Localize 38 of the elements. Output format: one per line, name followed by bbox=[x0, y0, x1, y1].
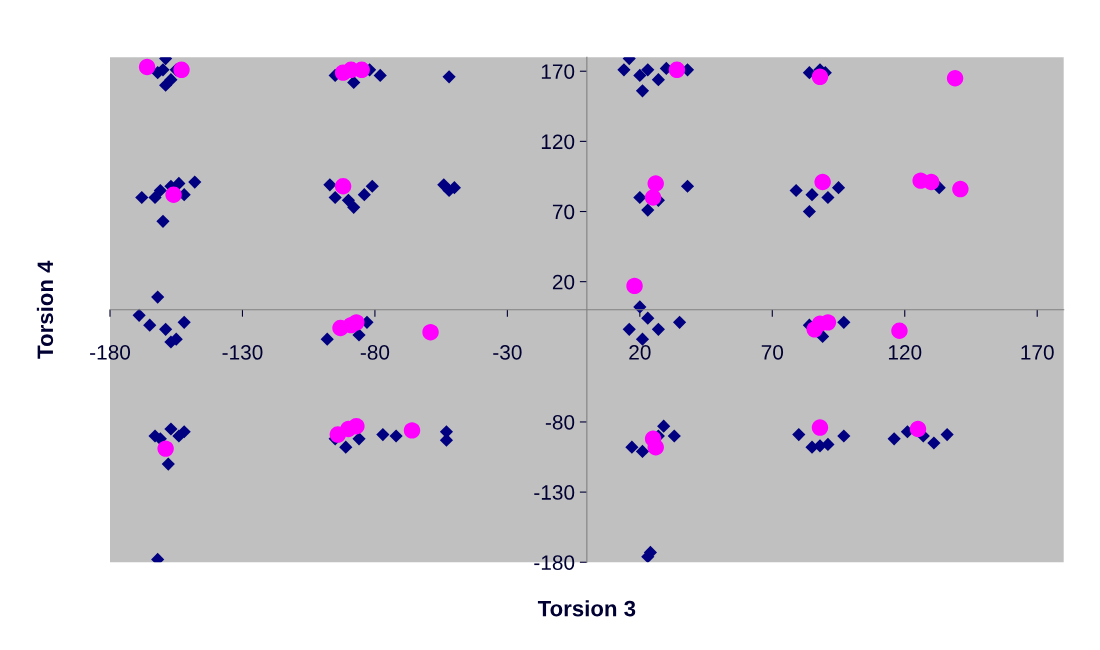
point bbox=[811, 419, 829, 436]
x-tick-label: 20 bbox=[629, 345, 651, 360]
point bbox=[952, 180, 969, 198]
point bbox=[165, 186, 182, 203]
y-tick-label: 170 bbox=[541, 64, 575, 79]
point bbox=[173, 61, 190, 79]
y-tick-label: 120 bbox=[541, 134, 575, 150]
point bbox=[811, 68, 829, 86]
point bbox=[334, 178, 352, 195]
point bbox=[668, 61, 686, 79]
point bbox=[891, 322, 908, 339]
y-tick-label: 20 bbox=[552, 274, 575, 290]
x-tick-label: 120 bbox=[888, 345, 922, 360]
point bbox=[923, 173, 940, 191]
point bbox=[909, 420, 927, 438]
point bbox=[422, 323, 439, 341]
x-tick-label: -180 bbox=[90, 345, 131, 360]
y-tick-label: -180 bbox=[534, 555, 575, 570]
point bbox=[946, 70, 964, 87]
y-tick-label: -130 bbox=[534, 485, 575, 500]
x-axis-title: Torsion 3 bbox=[537, 600, 636, 617]
point bbox=[348, 314, 365, 331]
x-tick-label: -30 bbox=[493, 345, 522, 360]
point bbox=[626, 277, 643, 295]
y-tick-label: -80 bbox=[545, 414, 575, 430]
point bbox=[157, 440, 174, 457]
point bbox=[138, 58, 156, 76]
y-axis-title: Torsion 4 bbox=[36, 260, 54, 359]
point bbox=[814, 173, 831, 191]
point bbox=[647, 175, 664, 192]
point bbox=[348, 417, 365, 435]
y-tick-label: 70 bbox=[552, 204, 575, 220]
point bbox=[644, 189, 662, 206]
point bbox=[403, 422, 421, 439]
x-tick-label: 170 bbox=[1021, 345, 1054, 360]
x-tick-label: -80 bbox=[360, 345, 390, 360]
x-tick-label: -130 bbox=[222, 345, 263, 360]
x-tick-label: 70 bbox=[761, 345, 784, 360]
